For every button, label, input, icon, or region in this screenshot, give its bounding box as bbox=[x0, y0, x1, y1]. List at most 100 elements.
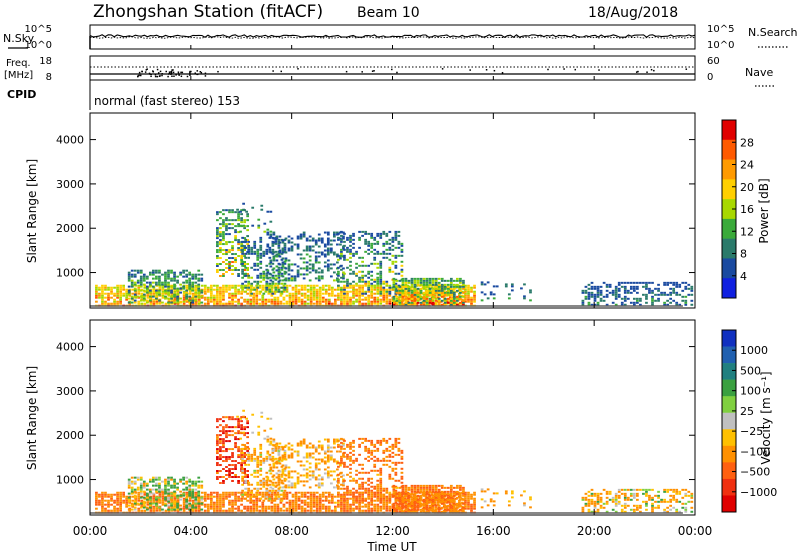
velocity-cell bbox=[234, 497, 237, 500]
power-cell bbox=[587, 303, 591, 306]
power-cell bbox=[308, 249, 312, 252]
power-cell bbox=[416, 287, 420, 290]
power-cell bbox=[252, 296, 256, 299]
velocity-cell bbox=[349, 463, 352, 466]
velocity-cell bbox=[458, 491, 461, 494]
power-cell bbox=[299, 257, 303, 260]
velocity-cell bbox=[473, 507, 476, 510]
power-cell bbox=[305, 247, 309, 250]
nave-point bbox=[137, 75, 139, 78]
velocity-cell bbox=[258, 491, 262, 494]
power-cell bbox=[419, 303, 423, 306]
power-cell bbox=[428, 289, 432, 292]
power-cell bbox=[281, 249, 285, 252]
power-cell bbox=[116, 286, 119, 289]
velocity-cell bbox=[155, 499, 159, 502]
power-cell bbox=[343, 286, 346, 289]
velocity-cell bbox=[133, 488, 137, 491]
power-cell bbox=[456, 289, 459, 292]
nave-point bbox=[178, 74, 180, 76]
power-cell bbox=[222, 302, 225, 305]
power-cell bbox=[170, 301, 173, 304]
power-cell bbox=[250, 266, 254, 269]
power-cell bbox=[379, 292, 383, 295]
velocity-cell bbox=[231, 452, 234, 455]
power-cell bbox=[155, 298, 159, 301]
velocity-cell bbox=[101, 497, 104, 500]
power-cell bbox=[255, 298, 259, 301]
power-cell bbox=[219, 235, 222, 238]
power-cell bbox=[104, 302, 107, 305]
velocity-cell bbox=[277, 451, 281, 454]
velocity-cell bbox=[352, 487, 355, 490]
power-cell bbox=[276, 286, 280, 289]
velocity-cell bbox=[167, 509, 171, 512]
power-cell bbox=[352, 288, 355, 291]
velocity-cell bbox=[349, 475, 352, 478]
velocity-cell bbox=[321, 495, 325, 498]
power-cell bbox=[209, 288, 213, 291]
power-cell bbox=[395, 299, 399, 302]
velocity-cell bbox=[253, 449, 257, 452]
power-cell bbox=[632, 287, 636, 290]
velocity-cell bbox=[376, 489, 380, 492]
velocity-cell bbox=[234, 468, 237, 471]
velocity-cell bbox=[370, 441, 374, 444]
velocity-cell bbox=[219, 440, 222, 443]
power-cell bbox=[370, 288, 374, 291]
power-cell bbox=[287, 239, 291, 242]
power-cell bbox=[219, 247, 222, 250]
power-cell bbox=[296, 247, 300, 250]
velocity-cell bbox=[280, 493, 284, 496]
power-cell bbox=[489, 291, 493, 294]
power-cell bbox=[119, 286, 122, 289]
velocity-cell bbox=[139, 486, 143, 489]
power-cell bbox=[343, 296, 346, 299]
power-cell bbox=[410, 291, 414, 294]
velocity-cell bbox=[275, 444, 279, 447]
power-cell bbox=[257, 226, 261, 229]
power-cell bbox=[240, 302, 243, 305]
power-cell bbox=[284, 277, 288, 280]
velocity-cell bbox=[219, 450, 222, 453]
velocity-cell bbox=[122, 495, 125, 498]
velocity-cell bbox=[161, 490, 164, 493]
velocity-cell bbox=[259, 497, 263, 500]
velocity-cell bbox=[158, 500, 161, 503]
velocity-cell bbox=[361, 495, 364, 498]
power-cell bbox=[599, 299, 603, 302]
power-cell bbox=[437, 277, 441, 280]
power-cell bbox=[145, 277, 149, 280]
velocity-cell bbox=[240, 466, 243, 469]
velocity-cell bbox=[246, 505, 250, 508]
velocity-cell bbox=[436, 503, 440, 506]
velocity-cell bbox=[243, 452, 246, 455]
power-cell bbox=[352, 232, 355, 235]
velocity-cell bbox=[219, 424, 222, 427]
colorbar-swatch bbox=[722, 139, 736, 160]
power-cell bbox=[158, 281, 161, 284]
velocity-cell bbox=[308, 456, 312, 459]
velocity-cell bbox=[320, 482, 324, 485]
velocity-cell bbox=[185, 482, 189, 485]
velocity-cell bbox=[291, 499, 295, 502]
velocity-cell bbox=[349, 459, 352, 462]
power-cell bbox=[623, 287, 627, 290]
power-cell bbox=[305, 267, 309, 270]
power-cell bbox=[246, 292, 250, 295]
velocity-cell bbox=[158, 493, 162, 496]
power-cell bbox=[222, 223, 225, 226]
power-cell bbox=[657, 283, 660, 286]
power-cell bbox=[407, 279, 411, 282]
power-cell bbox=[492, 297, 496, 300]
power-cell bbox=[648, 291, 651, 294]
velocity-cell bbox=[194, 493, 198, 496]
power-cell bbox=[152, 271, 155, 274]
power-cell bbox=[636, 299, 639, 302]
power-cell bbox=[152, 286, 156, 289]
power-cell bbox=[523, 295, 526, 298]
velocity-cell bbox=[367, 451, 371, 454]
power-cell bbox=[654, 299, 657, 302]
power-cell bbox=[382, 298, 386, 301]
power-cell bbox=[271, 274, 275, 277]
